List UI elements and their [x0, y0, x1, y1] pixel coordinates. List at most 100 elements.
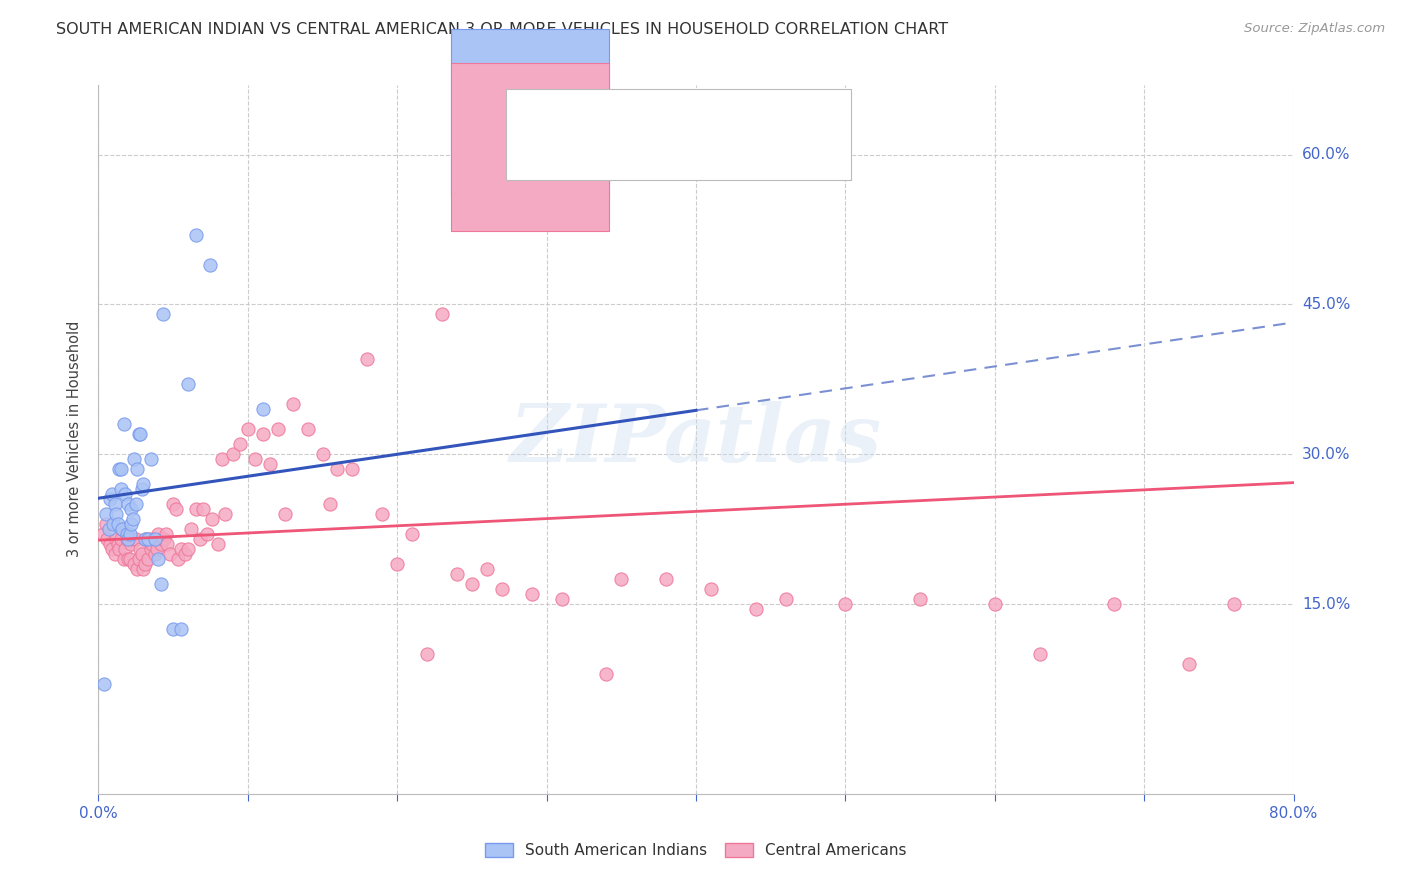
- Point: [475, 562, 498, 576]
- Point: [319, 497, 342, 511]
- Text: 95: 95: [741, 138, 763, 156]
- Point: [117, 552, 139, 566]
- Point: [191, 502, 214, 516]
- Point: [142, 532, 165, 546]
- Point: [105, 507, 128, 521]
- Point: [236, 422, 259, 436]
- Point: [136, 532, 159, 546]
- Point: [143, 532, 166, 546]
- Text: 45.0%: 45.0%: [1302, 297, 1350, 312]
- Point: [105, 532, 128, 546]
- Point: [326, 462, 349, 476]
- Text: 0.148: 0.148: [623, 104, 675, 122]
- Point: [188, 532, 211, 546]
- Point: [117, 532, 139, 546]
- Point: [245, 452, 267, 467]
- Point: [132, 562, 155, 576]
- Point: [156, 537, 179, 551]
- Point: [111, 522, 134, 536]
- Point: [101, 487, 124, 501]
- Point: [114, 487, 136, 501]
- Text: R =: R =: [581, 106, 614, 120]
- Point: [115, 527, 138, 541]
- Text: 0.111: 0.111: [626, 138, 678, 156]
- Point: [311, 447, 333, 461]
- Point: [101, 542, 124, 557]
- Point: [222, 447, 245, 461]
- Text: Source: ZipAtlas.com: Source: ZipAtlas.com: [1244, 22, 1385, 36]
- Point: [169, 542, 191, 557]
- Point: [134, 557, 156, 571]
- Point: [138, 532, 160, 546]
- Point: [131, 482, 153, 496]
- Point: [114, 542, 136, 557]
- Point: [121, 512, 143, 526]
- Point: [139, 542, 162, 557]
- Point: [184, 227, 207, 242]
- Point: [104, 547, 127, 561]
- Point: [177, 542, 200, 557]
- Point: [118, 527, 141, 541]
- Point: [159, 547, 181, 561]
- Point: [155, 527, 177, 541]
- Point: [107, 537, 129, 551]
- Point: [110, 462, 132, 476]
- Point: [401, 527, 423, 541]
- Point: [91, 527, 114, 541]
- Point: [197, 527, 219, 541]
- Point: [461, 577, 484, 591]
- Point: [984, 597, 1007, 611]
- Text: N =: N =: [703, 106, 737, 120]
- Point: [491, 582, 513, 596]
- Text: ZIPatlas: ZIPatlas: [510, 401, 882, 478]
- Text: 30.0%: 30.0%: [1302, 447, 1350, 462]
- Point: [700, 582, 723, 596]
- Point: [281, 397, 304, 411]
- Point: [98, 492, 122, 507]
- Point: [118, 552, 141, 566]
- Point: [385, 557, 409, 571]
- Point: [211, 452, 233, 467]
- Point: [129, 427, 152, 442]
- Point: [148, 552, 170, 566]
- Point: [166, 552, 188, 566]
- Point: [152, 532, 174, 546]
- Text: 42: 42: [741, 104, 765, 122]
- Point: [550, 592, 572, 607]
- Point: [143, 547, 166, 561]
- Point: [356, 352, 378, 367]
- Point: [201, 512, 224, 526]
- Point: [908, 592, 931, 607]
- Point: [655, 572, 678, 586]
- Point: [120, 537, 142, 551]
- Point: [127, 562, 149, 576]
- Point: [117, 497, 139, 511]
- Point: [128, 427, 150, 442]
- Point: [200, 258, 222, 272]
- Point: [97, 522, 120, 536]
- Point: [141, 537, 163, 551]
- Point: [297, 422, 319, 436]
- Point: [446, 567, 468, 582]
- Point: [124, 557, 146, 571]
- Point: [131, 547, 153, 561]
- Text: R =: R =: [581, 140, 619, 154]
- Point: [252, 427, 274, 442]
- Point: [229, 437, 252, 451]
- Point: [775, 592, 797, 607]
- Point: [174, 547, 197, 561]
- Point: [165, 502, 187, 516]
- Point: [177, 377, 200, 392]
- Point: [342, 462, 364, 476]
- Point: [180, 522, 202, 536]
- Point: [134, 532, 156, 546]
- Point: [104, 497, 127, 511]
- Point: [520, 587, 543, 601]
- Point: [214, 507, 236, 521]
- Point: [129, 542, 152, 557]
- Point: [150, 537, 173, 551]
- Point: [94, 507, 117, 521]
- Point: [267, 422, 290, 436]
- Point: [96, 532, 118, 546]
- Point: [136, 552, 159, 566]
